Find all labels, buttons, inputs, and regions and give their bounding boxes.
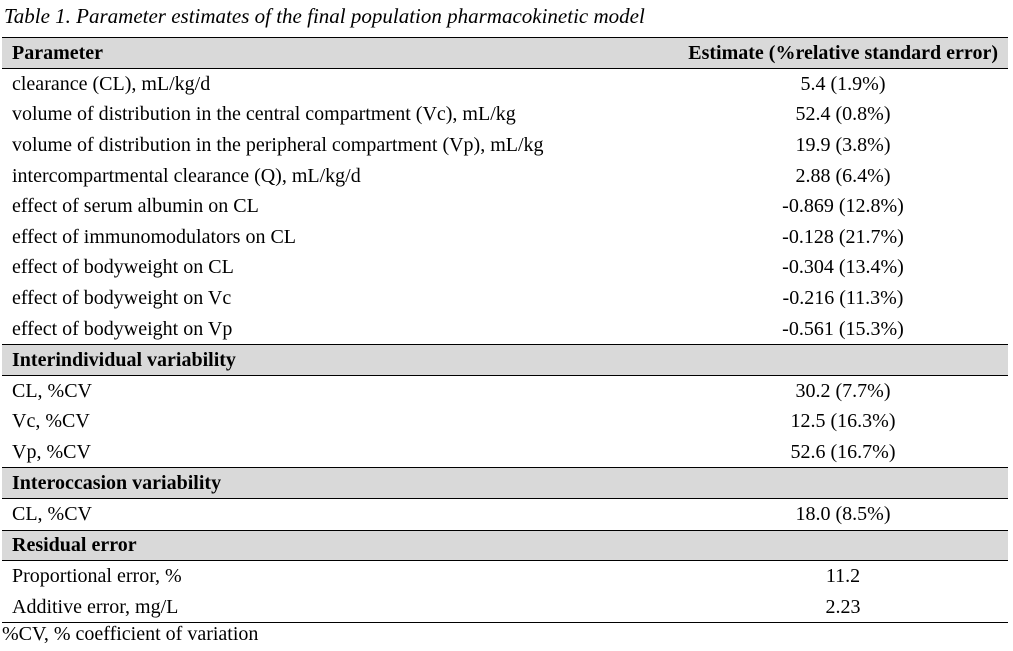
table-row: effect of bodyweight on Vc -0.216 (11.3%… xyxy=(2,283,1008,314)
parameter-cell: CL, %CV xyxy=(12,503,92,526)
table-row: effect of bodyweight on CL -0.304 (13.4%… xyxy=(2,252,1008,283)
parameter-cell: effect of serum albumin on CL xyxy=(12,195,259,218)
parameter-cell: volume of distribution in the central co… xyxy=(12,103,516,126)
parameter-cell: CL, %CV xyxy=(12,379,92,402)
table-row: CL, %CV 30.2 (7.7%) xyxy=(2,376,1008,407)
estimate-cell: 18.0 (8.5%) xyxy=(795,503,891,526)
estimate-cell: 52.6 (16.7%) xyxy=(790,441,896,464)
table-row: Additive error, mg/L 2.23 xyxy=(2,592,1008,623)
estimate-cell: 5.4 (1.9%) xyxy=(800,72,886,95)
table-row: volume of distribution in the central co… xyxy=(2,99,1008,130)
section-header-interindividual: Interindividual variability xyxy=(2,343,1008,376)
table-row: effect of bodyweight on Vp -0.561 (15.3%… xyxy=(2,313,1008,344)
parameter-cell: effect of bodyweight on Vc xyxy=(12,287,232,310)
parameter-cell: effect of immunomodulators on CL xyxy=(12,225,297,248)
table-row: effect of serum albumin on CL -0.869 (12… xyxy=(2,191,1008,222)
parameter-cell: Vc, %CV xyxy=(12,410,90,433)
parameter-cell: effect of bodyweight on CL xyxy=(12,256,234,279)
parameter-cell: effect of bodyweight on Vp xyxy=(12,317,233,340)
table-caption: Table 1. Parameter estimates of the fina… xyxy=(4,4,645,28)
parameter-cell: clearance (CL), mL/kg/d xyxy=(12,72,211,95)
estimate-cell: -0.216 (11.3%) xyxy=(782,287,904,310)
section-title: Interindividual variability xyxy=(12,348,236,371)
header-estimate: Estimate (%relative standard error) xyxy=(688,41,998,64)
table-row: clearance (CL), mL/kg/d 5.4 (1.9%) xyxy=(2,69,1008,100)
section-header-residual: Residual error xyxy=(2,529,1008,562)
table-row: volume of distribution in the peripheral… xyxy=(2,130,1008,161)
table-row: Proportional error, % 11.2 xyxy=(2,561,1008,592)
header-parameter: Parameter xyxy=(12,41,104,64)
estimate-cell: 11.2 xyxy=(825,565,861,588)
table-row: CL, %CV 18.0 (8.5%) xyxy=(2,499,1008,530)
estimate-cell: 12.5 (16.3%) xyxy=(790,410,896,433)
parameter-cell: Proportional error, % xyxy=(12,565,182,588)
table-footnote: %CV, % coefficient of variation xyxy=(2,623,259,645)
estimate-cell: -0.869 (12.8%) xyxy=(782,195,904,218)
table-row: Vc, %CV 12.5 (16.3%) xyxy=(2,406,1008,437)
section-title: Interoccasion variability xyxy=(12,472,222,495)
table-row: Vp, %CV 52.6 (16.7%) xyxy=(2,437,1008,468)
table-row: intercompartmental clearance (Q), mL/kg/… xyxy=(2,160,1008,191)
estimate-cell: 2.23 xyxy=(825,595,861,618)
parameter-table: Parameter Estimate (%relative standard e… xyxy=(2,37,1008,624)
parameter-cell: Vp, %CV xyxy=(12,441,91,464)
parameter-cell: volume of distribution in the peripheral… xyxy=(12,134,544,157)
estimate-cell: -0.561 (15.3%) xyxy=(782,317,904,340)
section-title: Residual error xyxy=(12,534,137,557)
estimate-cell: 2.88 (6.4%) xyxy=(795,164,891,187)
estimate-cell: 19.9 (3.8%) xyxy=(795,134,891,157)
parameter-cell: intercompartmental clearance (Q), mL/kg/… xyxy=(12,164,361,187)
estimate-cell: 30.2 (7.7%) xyxy=(795,379,891,402)
table-row: effect of immunomodulators on CL -0.128 … xyxy=(2,222,1008,253)
estimate-cell: -0.128 (21.7%) xyxy=(782,225,904,248)
table-header-row: Parameter Estimate (%relative standard e… xyxy=(2,38,1008,69)
estimate-cell: 52.4 (0.8%) xyxy=(795,103,891,126)
section-header-interoccasion: Interoccasion variability xyxy=(2,467,1008,499)
estimate-cell: -0.304 (13.4%) xyxy=(782,256,904,279)
parameter-cell: Additive error, mg/L xyxy=(12,595,179,618)
